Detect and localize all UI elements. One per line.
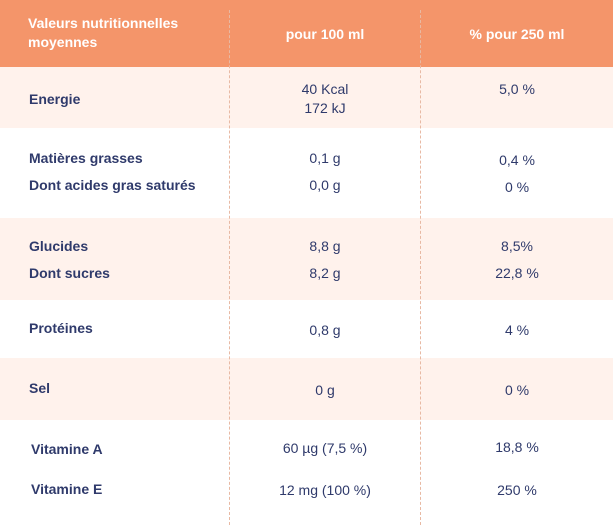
value-proteins-100: 0,8 g <box>309 322 341 338</box>
value-vitamin-e-100: 12 mg (100 %) <box>279 482 371 498</box>
value-vitamin-e-250: 250 % <box>497 482 537 498</box>
row-band-proteins <box>0 300 613 358</box>
value-energie-kcal: 40 Kcal <box>301 81 349 97</box>
row-label-saturated: Dont acides gras saturés <box>29 177 196 193</box>
value-carbs-250: 8,5% <box>501 238 533 254</box>
value-fats-100: 0,1 g <box>309 150 341 166</box>
table-header: Valeurs nutritionnelles moyennes pour 10… <box>0 0 613 67</box>
header-nutrition-values: Valeurs nutritionnelles moyennes <box>28 15 179 50</box>
value-saturated-100: 0,0 g <box>309 177 341 193</box>
value-sugars-250: 22,8 % <box>495 265 539 281</box>
row-band-fats <box>0 128 613 218</box>
row-label-vitamin-a: Vitamine A <box>31 441 103 457</box>
value-salt-250: 0 % <box>504 382 530 398</box>
column-divider-2 <box>420 10 421 525</box>
row-label-proteins: Protéines <box>29 320 93 336</box>
row-label-salt: Sel <box>29 380 51 396</box>
row-label-fats: Matières grasses <box>29 150 143 166</box>
row-band-vitamins <box>0 420 613 525</box>
value-fats-250: 0,4 % <box>499 152 535 168</box>
row-label-sugars: Dont sucres <box>29 265 110 281</box>
value-sugars-100: 8,2 g <box>309 265 341 281</box>
row-band-salt <box>0 358 613 420</box>
value-saturated-250: 0 % <box>504 179 530 195</box>
value-energie-kj: 172 kJ <box>304 100 346 116</box>
value-vitamin-a-250: 18,8 % <box>495 439 539 455</box>
value-proteins-250: 4 % <box>504 322 530 338</box>
row-label-energie: Energie <box>29 91 81 107</box>
row-label-carbs: Glucides <box>29 238 89 254</box>
value-carbs-100: 8,8 g <box>309 238 341 254</box>
value-salt-100: 0 g <box>315 382 335 398</box>
column-divider-1 <box>229 10 230 525</box>
value-vitamin-a-100: 60 µg (7,5 %) <box>282 440 368 456</box>
row-band-carbs <box>0 218 613 300</box>
row-band-energie <box>0 67 613 128</box>
row-label-vitamin-e: Vitamine E <box>31 481 103 497</box>
value-energie-250: 5,0 % <box>499 81 535 97</box>
header-per-100ml: pour 100 ml <box>285 26 365 42</box>
header-per-250ml: % pour 250 ml <box>469 26 565 42</box>
